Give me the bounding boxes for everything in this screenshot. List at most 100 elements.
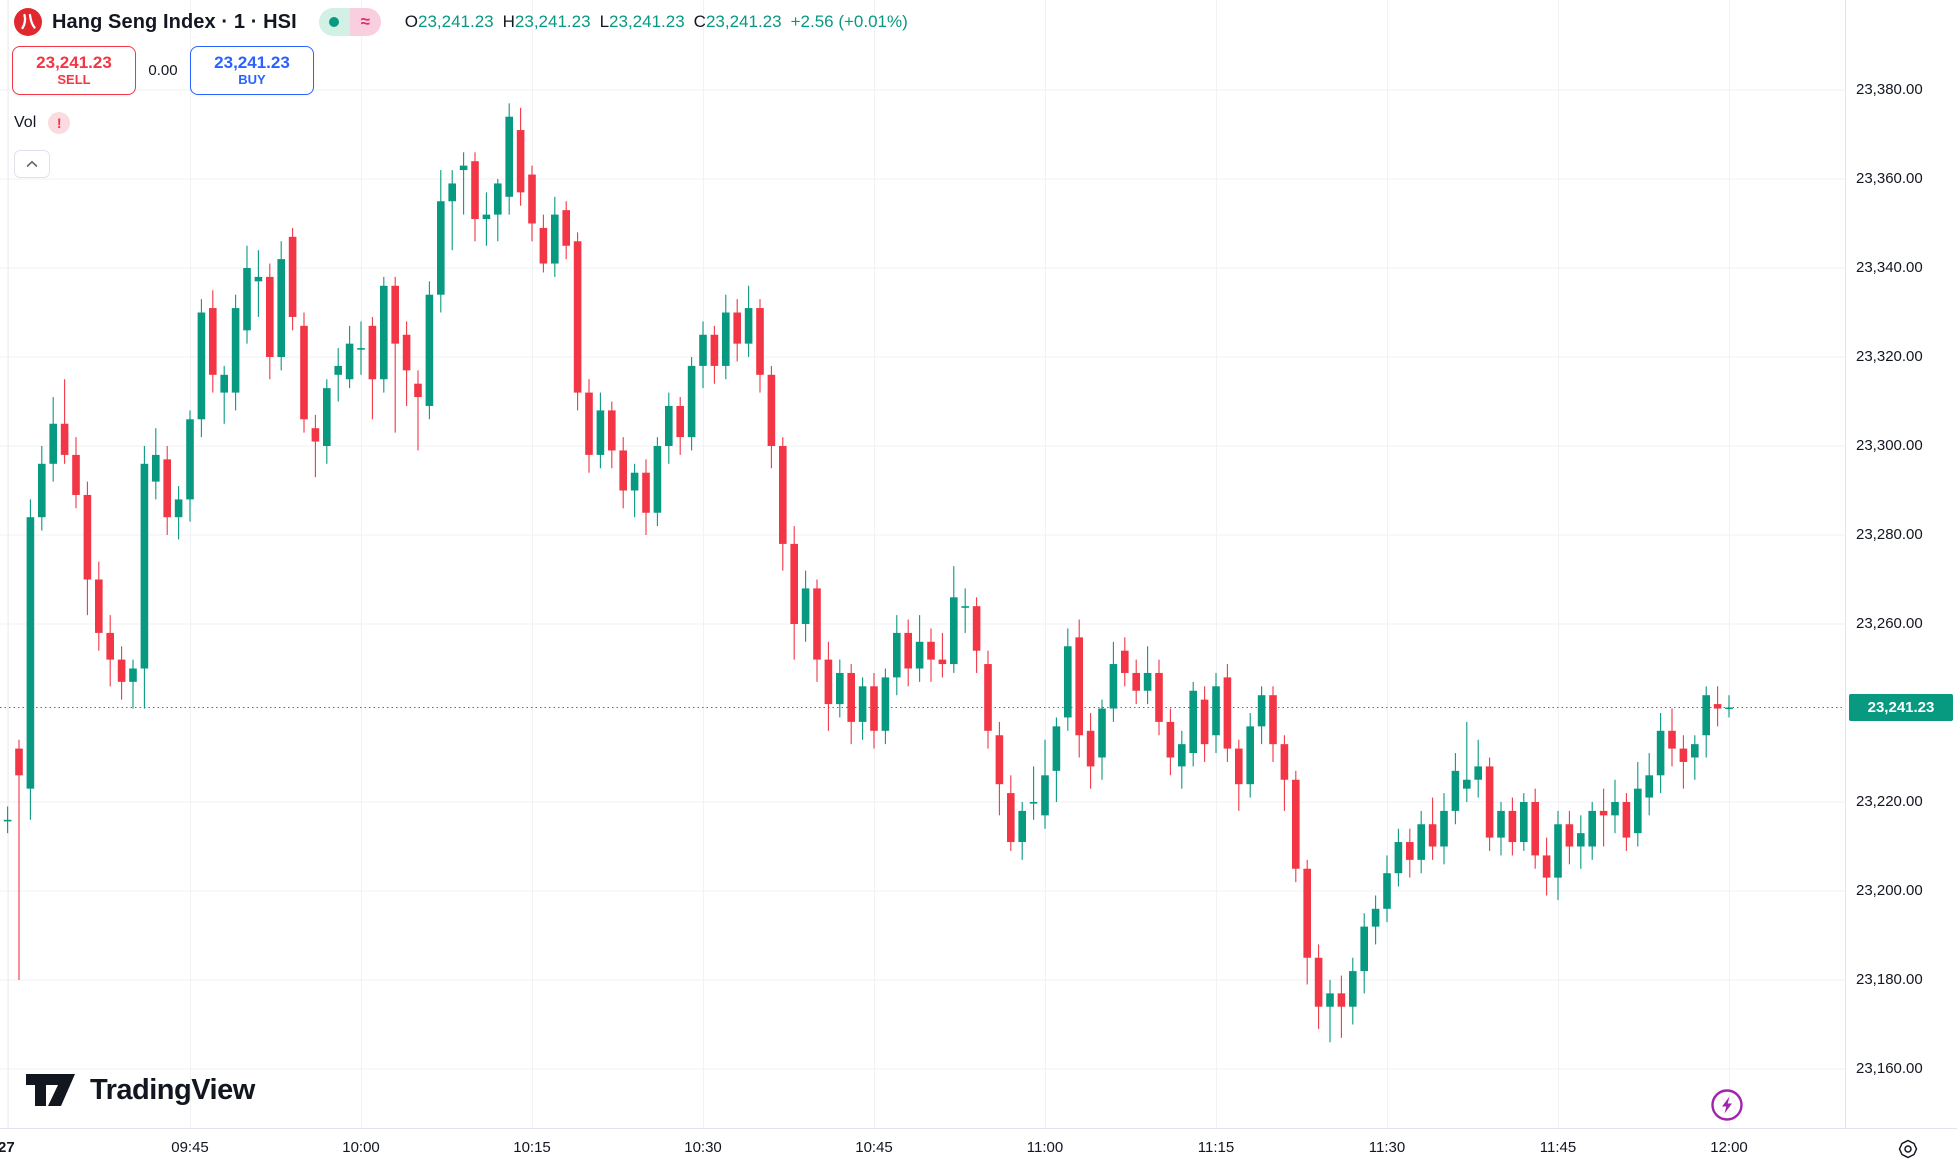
candlestick[interactable] <box>1303 859 1311 985</box>
candlestick[interactable] <box>1109 641 1118 722</box>
axis-settings-button[interactable] <box>1895 1136 1921 1162</box>
candlestick[interactable] <box>380 276 388 393</box>
candlestick[interactable] <box>482 192 491 246</box>
candlestick[interactable] <box>106 615 114 687</box>
market-status-pill[interactable]: ≈ <box>318 8 381 36</box>
volume-indicator-label[interactable]: Vol <box>14 114 37 131</box>
candlestick[interactable] <box>1178 730 1186 789</box>
candlestick[interactable] <box>904 619 912 687</box>
candlestick[interactable] <box>881 668 890 745</box>
candlestick[interactable] <box>300 312 308 433</box>
candlestick[interactable] <box>391 276 399 433</box>
candlestick[interactable] <box>1326 980 1334 1043</box>
candlestick[interactable] <box>414 370 422 451</box>
candlestick[interactable] <box>687 357 696 451</box>
candlestick[interactable] <box>790 526 798 660</box>
candlestick[interactable] <box>1542 837 1551 896</box>
candlestick[interactable] <box>858 677 867 740</box>
candlestick[interactable] <box>1200 686 1209 762</box>
candlestick[interactable] <box>870 672 878 749</box>
candlestick[interactable] <box>494 179 502 242</box>
candlestick[interactable] <box>847 664 855 745</box>
candlestick[interactable] <box>1132 659 1140 705</box>
candlestick[interactable] <box>744 285 753 357</box>
candlestick[interactable] <box>197 299 206 438</box>
candlestick[interactable] <box>1622 793 1631 851</box>
candlestick[interactable] <box>140 446 149 709</box>
candlestick[interactable] <box>1531 788 1539 869</box>
candlestick[interactable] <box>72 437 80 509</box>
candlestick[interactable] <box>277 241 285 371</box>
candlestick[interactable] <box>1121 637 1129 687</box>
candlestick[interactable] <box>1554 810 1562 900</box>
candlestick[interactable] <box>1383 855 1391 923</box>
candlestick[interactable] <box>1394 828 1403 887</box>
candlestick[interactable] <box>1520 793 1528 851</box>
candlestick[interactable] <box>1679 735 1688 789</box>
symbol-title[interactable]: Hang Seng Index · 1 · HSI <box>52 10 297 33</box>
candlestick[interactable] <box>174 486 183 540</box>
candlestick[interactable] <box>1052 717 1061 802</box>
candlestick[interactable] <box>1064 628 1072 731</box>
candlestick[interactable] <box>516 107 525 206</box>
candlestick[interactable] <box>1189 681 1197 767</box>
candlestick[interactable] <box>471 152 479 242</box>
candlestick[interactable] <box>49 397 57 482</box>
candlestick[interactable] <box>1691 735 1699 780</box>
candlestick[interactable] <box>1166 708 1175 776</box>
candlestick[interactable] <box>893 615 901 696</box>
candlestick[interactable] <box>528 165 536 242</box>
tradingview-watermark[interactable]: TradingView <box>25 1072 255 1108</box>
candlestick[interactable] <box>357 321 365 375</box>
candlestick[interactable] <box>1349 957 1357 1025</box>
candlestick[interactable] <box>1702 686 1710 758</box>
candlestick[interactable] <box>972 597 981 673</box>
candlestick[interactable] <box>3 806 12 834</box>
candlestick[interactable] <box>448 170 456 251</box>
candlestick[interactable] <box>824 641 833 731</box>
candlestick[interactable] <box>1440 793 1448 865</box>
buy-button[interactable]: 23,241.23 BUY <box>190 46 314 95</box>
candlestick[interactable] <box>402 321 411 406</box>
candlestick[interactable] <box>710 325 719 384</box>
symbol-logo-icon[interactable] <box>14 8 42 36</box>
candlestick[interactable] <box>425 281 434 420</box>
candlestick[interactable] <box>1577 815 1585 869</box>
candlestick[interactable] <box>608 401 616 469</box>
candlestick[interactable] <box>1497 802 1505 856</box>
candlestick[interactable] <box>630 463 639 518</box>
indicator-warning-icon[interactable]: ! <box>48 112 71 134</box>
candlestick[interactable] <box>573 232 582 411</box>
candlestick[interactable] <box>699 321 707 389</box>
time-axis[interactable]: 27 09:45 10:00 10:15 10:30 10:45 11:00 11:15 11:… <box>0 1128 1957 1169</box>
candlestick[interactable] <box>665 392 673 464</box>
candlestick[interactable] <box>1485 757 1494 851</box>
candlestick[interactable] <box>915 615 924 682</box>
candlestick[interactable] <box>1280 735 1289 811</box>
candlestick[interactable] <box>254 250 263 317</box>
candlestick[interactable] <box>642 459 650 535</box>
candlestick[interactable] <box>1417 810 1425 874</box>
candlestick[interactable] <box>767 365 776 469</box>
candlestick[interactable] <box>1246 713 1254 798</box>
candlestick[interactable] <box>1406 828 1414 878</box>
candlestick[interactable] <box>1656 713 1665 794</box>
candlestick[interactable] <box>1075 619 1083 758</box>
candlestick[interactable] <box>1086 713 1095 789</box>
candlestick[interactable] <box>1371 895 1380 945</box>
candlestick[interactable] <box>756 299 764 393</box>
instant-trading-button[interactable] <box>1709 1087 1745 1123</box>
candlestick[interactable] <box>676 397 684 455</box>
candlestick[interactable] <box>950 566 958 673</box>
candlestick[interactable] <box>209 290 217 393</box>
candlestick[interactable] <box>129 659 137 709</box>
candlestick[interactable] <box>1314 944 1323 1029</box>
candlestick[interactable] <box>1611 779 1619 834</box>
candlestick[interactable] <box>1565 810 1574 865</box>
candlestick[interactable] <box>152 428 160 500</box>
candlestick[interactable] <box>1360 913 1368 994</box>
candlestick[interactable] <box>562 201 570 260</box>
candlestick[interactable] <box>266 263 274 380</box>
candlestick[interactable] <box>1588 802 1596 860</box>
